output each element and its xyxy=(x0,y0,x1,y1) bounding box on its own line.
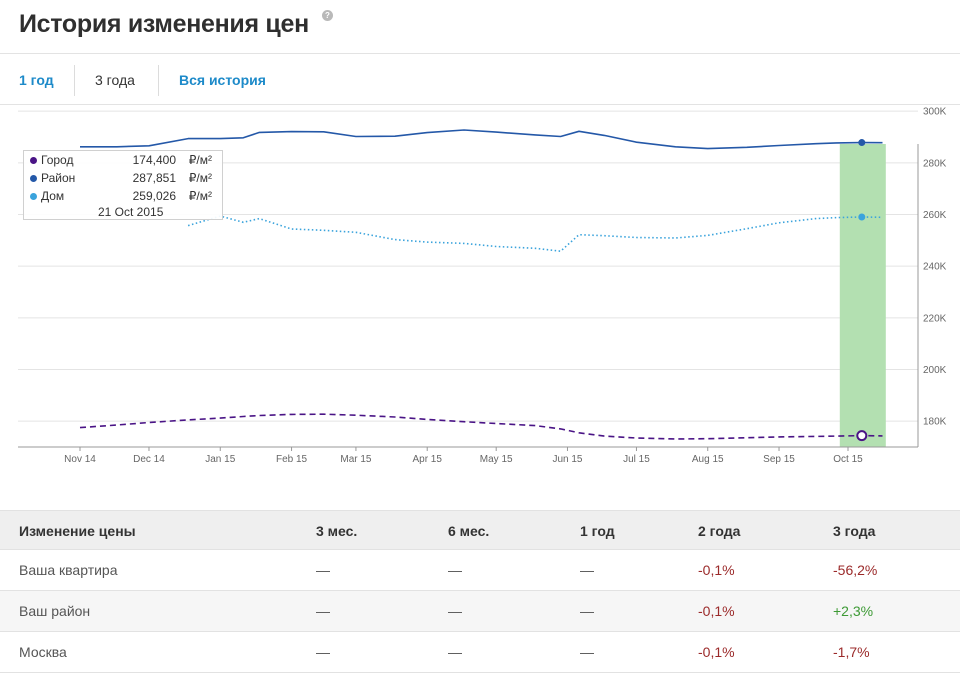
table-cell: — xyxy=(316,562,330,578)
y-tick-label: 200K xyxy=(923,365,947,376)
y-tick-label: 280K xyxy=(923,158,947,169)
tab-1-year[interactable]: 1 год xyxy=(19,72,54,88)
table-cell: +2,3% xyxy=(833,603,874,619)
tab-all-history[interactable]: Вся история xyxy=(179,72,266,88)
x-tick-label: Jan 15 xyxy=(205,454,235,465)
header: История изменения цен ? xyxy=(0,0,960,54)
table-cell: — xyxy=(316,603,330,619)
question-circle-icon[interactable]: ? xyxy=(322,10,333,21)
table-cell: — xyxy=(580,603,594,619)
tooltip-series-name: Район xyxy=(41,171,76,185)
house-point-marker xyxy=(858,213,866,221)
x-tick-label: Dec 14 xyxy=(133,454,165,465)
x-tick-label: Jun 15 xyxy=(552,454,582,465)
district-point-marker xyxy=(858,139,866,147)
tooltip-unit: ₽/м² xyxy=(188,153,212,167)
tab-divider xyxy=(158,65,159,96)
table-cell: — xyxy=(316,644,330,660)
house-dot-icon xyxy=(30,193,37,200)
table-cell: Ваша квартира xyxy=(19,562,118,578)
table-cell: — xyxy=(448,603,462,619)
table-cell: — xyxy=(580,562,594,578)
tooltip-unit: ₽/м² xyxy=(188,189,212,203)
price-chart-svg: 180K 200K 220K 240K 260K 280K 300K Nov 14 Dec 14… xyxy=(18,107,947,465)
x-tick-label: Aug 15 xyxy=(692,454,724,465)
city-dot-icon xyxy=(30,157,37,164)
table-cell: Ваш район xyxy=(19,603,91,619)
tooltip-row-district: Район 287,851 ₽/м² xyxy=(30,170,220,186)
period-tabs: 1 год 3 года Вся история xyxy=(0,55,960,105)
tooltip-unit: ₽/м² xyxy=(188,171,212,185)
city-point-marker xyxy=(856,430,868,442)
x-tick-label: Nov 14 xyxy=(64,454,96,465)
table-cell: -56,2% xyxy=(833,562,878,578)
tooltip-series-value: 287,851 xyxy=(132,171,176,185)
y-tick-label: 300K xyxy=(923,107,947,118)
table-row: Москва — — — -0,1% -1,7% xyxy=(0,632,960,673)
price-change-table: Изменение цены 3 мес. 6 мес. 1 год 2 год… xyxy=(0,510,960,673)
district-series-line xyxy=(80,129,883,150)
x-tick-label: Sep 15 xyxy=(763,454,795,465)
x-tick-label: Jul 15 xyxy=(623,454,650,465)
x-tick-label: May 15 xyxy=(480,454,513,465)
table-cell: — xyxy=(448,562,462,578)
y-tick-label: 180K xyxy=(923,417,947,428)
table-header-cell: 6 мес. xyxy=(448,523,490,539)
tooltip-row-house: Дом 259,026 ₽/м² xyxy=(30,188,220,204)
tooltip-series-name: Дом xyxy=(41,189,65,203)
table-row: Ваш район — — — -0,1% +2,3% xyxy=(0,591,960,632)
house-series-line xyxy=(187,215,883,252)
table-row: Ваша квартира — — — -0,1% -56,2% xyxy=(0,550,960,591)
y-tick-label: 240K xyxy=(923,262,947,273)
table-cell: -0,1% xyxy=(698,644,735,660)
x-tick-label: Feb 15 xyxy=(276,454,308,465)
y-tick-label: 220K xyxy=(923,313,947,324)
table-cell: — xyxy=(580,644,594,660)
table-header-cell: Изменение цены xyxy=(19,523,136,539)
tab-divider xyxy=(74,65,75,96)
x-tick-label: Apr 15 xyxy=(412,454,442,465)
table-header-cell: 1 год xyxy=(580,523,615,539)
tooltip-series-value: 174,400 xyxy=(132,153,176,167)
page-title: История изменения цен xyxy=(19,10,309,38)
city-series-line xyxy=(79,413,883,440)
x-tick-label: Mar 15 xyxy=(340,454,372,465)
table-header-cell: 3 мес. xyxy=(316,523,358,539)
table-cell: — xyxy=(448,644,462,660)
table-cell: -0,1% xyxy=(698,562,735,578)
y-tick-label: 260K xyxy=(923,210,947,221)
x-tick-label: Oct 15 xyxy=(833,454,863,465)
tooltip-series-value: 259,026 xyxy=(132,189,176,203)
tooltip-row-city: Город 174,400 ₽/м² xyxy=(30,152,220,168)
chart-tooltip: Город 174,400 ₽/м² Район 287,851 ₽/м² До… xyxy=(23,150,223,220)
tooltip-date: 21 Oct 2015 xyxy=(98,205,164,219)
price-chart[interactable]: 180K 200K 220K 240K 260K 280K 300K Nov 14 Dec 14… xyxy=(0,106,960,480)
table-header-cell: 2 года xyxy=(698,523,741,539)
table-cell: Москва xyxy=(19,644,67,660)
highlight-band xyxy=(839,144,886,447)
table-cell: -1,7% xyxy=(833,644,870,660)
table-header-row: Изменение цены 3 мес. 6 мес. 1 год 2 год… xyxy=(0,510,960,550)
table-header-cell: 3 года xyxy=(833,523,876,539)
district-dot-icon xyxy=(30,175,37,182)
tab-3-years[interactable]: 3 года xyxy=(95,72,135,88)
table-cell: -0,1% xyxy=(698,603,735,619)
tooltip-series-name: Город xyxy=(41,153,74,167)
